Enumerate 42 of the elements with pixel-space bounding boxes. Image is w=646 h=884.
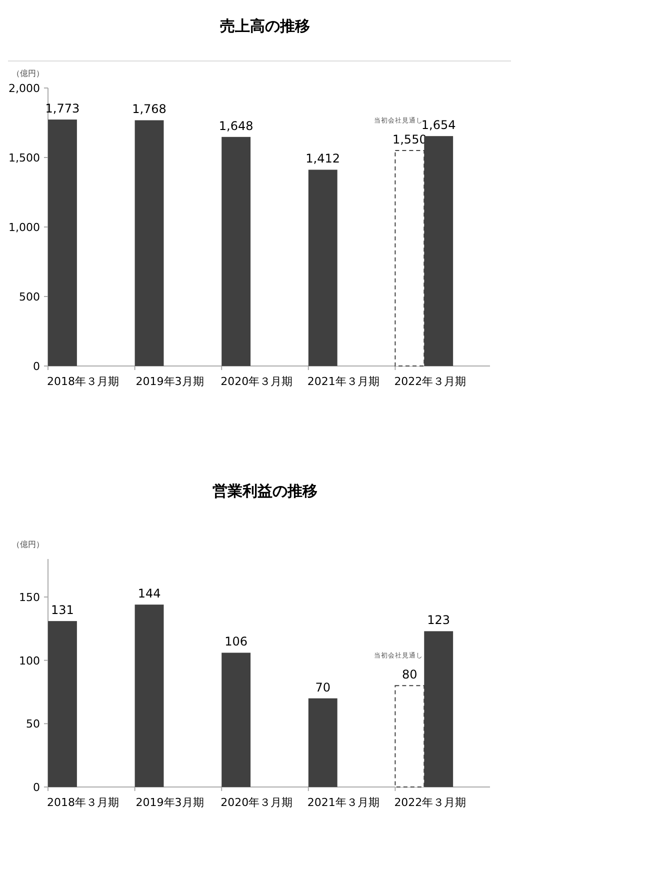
y-tick-label: 0 xyxy=(33,781,40,794)
bar xyxy=(134,604,164,787)
data-label: 144 xyxy=(138,586,161,601)
bar xyxy=(222,136,251,366)
data-label: 106 xyxy=(224,634,248,649)
x-tick-label: 2022年３月期 xyxy=(394,375,466,388)
data-label: 70 xyxy=(315,680,331,694)
data-label: 1,768 xyxy=(132,102,166,116)
y-tick-label: 150 xyxy=(19,591,40,604)
bar xyxy=(48,120,77,366)
x-tick-label: 2020年３月期 xyxy=(220,796,293,809)
data-label: 131 xyxy=(51,603,74,618)
bar xyxy=(134,120,164,366)
y-tick-label: 1,000 xyxy=(8,221,40,234)
y-tick-label: 500 xyxy=(19,290,40,304)
data-label: 80 xyxy=(402,668,418,682)
bar xyxy=(222,652,251,787)
y-tick-label: 0 xyxy=(33,360,40,373)
x-tick-label: 2018年３月期 xyxy=(47,375,119,388)
bar xyxy=(308,170,338,366)
data-label: 1,648 xyxy=(218,118,254,133)
data-label: 123 xyxy=(427,613,450,628)
y-tick-label: 1,500 xyxy=(8,152,40,164)
x-tick-label: 2022年３月期 xyxy=(394,796,466,809)
x-tick-label: 2021年３月期 xyxy=(307,796,380,809)
x-tick-label: 2020年３月期 xyxy=(220,375,293,388)
data-label: 1,412 xyxy=(306,152,340,166)
x-tick-label: 2021年３月期 xyxy=(307,375,380,388)
data-label: 1,654 xyxy=(421,118,456,132)
bar xyxy=(48,621,77,787)
chart-title: 売上高の推移 xyxy=(220,17,310,35)
x-tick-label: 2019年3月期 xyxy=(136,796,204,809)
y-axis-title: （億円） xyxy=(12,69,44,78)
y-axis-title: （億円） xyxy=(12,540,44,549)
y-tick-label: 50 xyxy=(26,718,40,731)
y-tick-label: 100 xyxy=(19,654,40,668)
data-label: 1,773 xyxy=(45,102,80,116)
bar xyxy=(308,698,338,787)
y-tick-label: 2,000 xyxy=(8,82,40,95)
x-tick-label: 2019年3月期 xyxy=(136,375,204,388)
chart-title: 営業利益の推移 xyxy=(212,482,318,500)
x-tick-label: 2018年３月期 xyxy=(47,796,119,809)
